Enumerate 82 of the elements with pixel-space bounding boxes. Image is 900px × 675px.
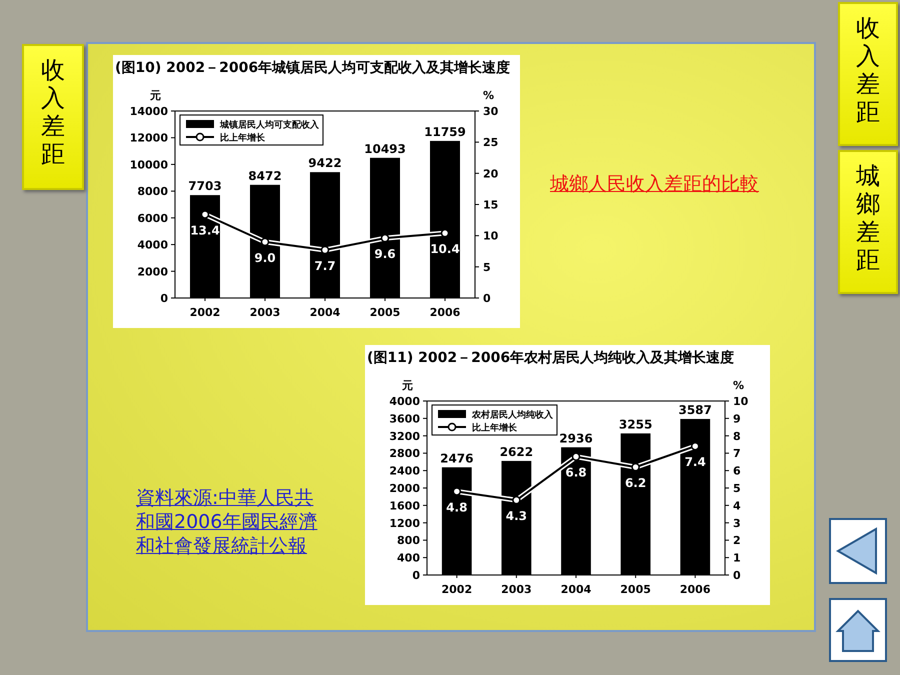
x-tick-label: 2004 [560,583,592,596]
y2-tick-label: 10 [483,230,499,243]
data-label: 4.3 [506,509,528,524]
chart-title: (图10) 2002－2006年城镇居民人均可支配收入及其增长速度 [115,59,510,76]
text: 城鄉人民收入差距的比較 [550,172,760,196]
y-tick-label: 1200 [389,516,420,530]
y2-tick-label: 25 [483,136,498,150]
data-label: 7.4 [684,455,706,470]
legend-label: 农村居民人均纯收入 [471,410,554,420]
y2-tick-label: 5 [483,260,491,274]
data-label: 9.6 [374,247,396,262]
data-label: 4.8 [446,500,468,514]
y2-tick-label: 20 [483,167,499,180]
y2-tick-label: 8 [733,430,741,443]
data-label: 6.2 [624,476,646,490]
y2-tick-label: 1 [733,552,741,565]
data-label: 7703 [188,179,222,194]
source-note: 資料來源:中華人民共和國2006年國民經濟和社會發展統計公報 [136,486,318,558]
y2-tick-label: 9 [733,412,741,426]
data-label: 6.8 [565,466,587,480]
x-tick-label: 2005 [620,583,651,596]
y-tick-label: 800 [397,534,420,548]
y2-tick-label: 10 [733,395,749,408]
y-tick-label: 3200 [389,430,420,443]
y-tick-label: 0 [412,569,420,582]
x-tick-label: 2003 [501,583,532,596]
y-tick-label: 6000 [137,212,168,225]
x-tick-label: 2006 [680,583,711,596]
data-label: 9.0 [254,250,276,265]
data-label: 13.4 [190,223,220,238]
chart-title: (图11) 2002－2006年农村居民人均纯收入及其增长速度 [367,349,734,366]
x-tick-label: 2003 [250,306,280,319]
x-tick-label: 2005 [370,306,400,319]
y-tick-label: 2800 [389,447,420,460]
data-label: 3587 [678,402,712,417]
y2-tick-label: 0 [733,569,741,582]
data-label: 2936 [559,431,593,446]
y-tick-label: 8000 [137,185,168,198]
y-tick-label: 14000 [130,105,168,118]
x-tick-label: 2002 [441,583,472,596]
data-label: 11759 [424,124,466,139]
legend-label: 比上年增长 [220,132,266,144]
data-label: 2622 [500,444,534,459]
y-tick-label: 0 [160,292,168,305]
data-label: 8472 [248,168,282,183]
text: 城鄉差距 [855,162,881,274]
y2-tick-label: 7 [733,447,741,460]
y-tick-label: 2400 [389,464,420,478]
y2-axis-title: % [733,379,744,392]
y-tick-label: 4000 [389,395,420,408]
data-label: 3255 [618,417,652,432]
y-axis-title: 元 [149,89,161,102]
y-tick-label: 400 [397,552,420,565]
y-tick-label: 3600 [389,412,420,426]
data-label: 2476 [440,451,474,466]
legend-label: 城镇居民人均可支配收入 [219,120,320,130]
y-tick-label: 2000 [389,482,420,495]
text: 收入差距 [855,14,881,126]
y-tick-label: 1600 [389,499,420,512]
x-tick-label: 2006 [430,306,461,319]
y2-tick-label: 30 [483,105,499,118]
y-tick-label: 2000 [137,265,168,278]
data-label: 9422 [308,156,342,170]
x-tick-label: 2002 [190,306,220,319]
data-label: 10.4 [430,242,460,256]
y2-tick-label: 3 [733,516,741,530]
y-axis-title: 元 [401,379,413,392]
data-label: 10493 [364,142,406,156]
x-tick-label: 2004 [310,306,341,319]
y2-tick-label: 0 [483,292,491,305]
legend-label: 比上年增长 [472,422,518,434]
y2-tick-label: 2 [733,534,741,548]
y-tick-label: 10000 [130,158,168,172]
y2-tick-label: 6 [733,464,741,478]
y2-axis-title: % [483,89,494,102]
y-tick-label: 12000 [130,132,168,145]
y-tick-label: 4000 [137,238,168,252]
y2-tick-label: 4 [733,499,741,512]
data-label: 7.7 [314,259,336,274]
y2-tick-label: 5 [733,482,741,495]
y2-tick-label: 15 [483,198,498,212]
text: 收入差距 [40,56,66,168]
